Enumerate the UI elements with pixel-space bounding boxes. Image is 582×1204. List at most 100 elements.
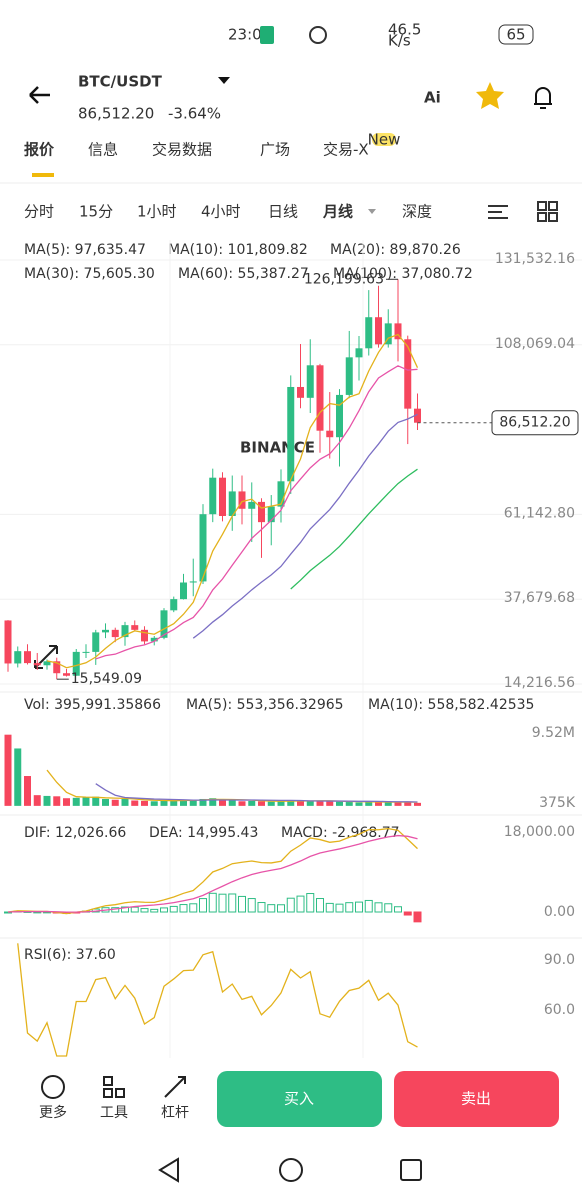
macd-bar [189,903,198,913]
macd-bar [394,906,402,913]
candle-body [365,317,373,349]
tab[interactable]: 广场 [260,141,290,159]
candle-body [150,637,158,642]
badge [372,133,396,146]
eye-icon [309,26,327,44]
candle-body [189,581,197,583]
action-label[interactable]: 工具 [100,1105,128,1121]
volume-bar [82,797,90,806]
dif-line [7,827,418,915]
volume-bar [170,800,178,806]
macd-bar [364,899,373,913]
macd-bar [160,907,168,913]
ai-button[interactable]: Ai [424,89,441,107]
ma-label: MA(5): 97,635.47 [24,242,146,258]
net-speed: 46.5 [388,21,421,39]
action-label[interactable]: 杠杆 [161,1105,189,1121]
macd-bar [247,898,256,913]
volume-bar [287,800,295,806]
volume-ma [95,783,418,803]
tab-underline [32,173,54,177]
volume-bar [277,801,285,806]
ma-label: MA(60): 55,387.27 [178,266,309,282]
interval-dropdown[interactable] [368,209,376,214]
favorite-star[interactable] [476,82,504,109]
ma-line [192,413,418,639]
candle-body [258,501,265,523]
interval[interactable]: 深度 [402,203,432,221]
macd-bar [257,902,266,913]
volume-tick-label: 9.52M [532,725,575,741]
sell-label: 卖出 [461,1090,491,1108]
macd-bar [286,897,295,913]
candle-body [33,663,41,666]
interval[interactable]: 分时 [24,203,54,221]
action-label[interactable]: 更多 [39,1104,67,1121]
nav-back[interactable] [158,1157,179,1183]
volume-bar [238,801,246,806]
candle-body [43,661,51,666]
bell-icon[interactable] [534,87,552,109]
volume-bar [33,795,41,806]
battery [498,24,534,45]
volume-bar [219,799,226,806]
leverage-icon[interactable] [164,1076,186,1098]
macd-label: DIF: 12,026.66 [24,825,126,841]
tab[interactable]: 交易-X [323,141,369,159]
nav-home[interactable] [279,1158,303,1182]
candle-body [92,632,100,652]
nav-recent[interactable] [400,1159,422,1181]
candle-body [131,625,139,630]
volume-bar [365,801,373,806]
candle-body [4,620,12,664]
tab[interactable]: 信息 [88,141,118,159]
volume-bar [306,801,314,806]
volume-label: Vol: 395,991.35866 [24,697,161,713]
macd-tick-label: 0.00 [544,904,575,920]
more-icon[interactable] [41,1075,65,1099]
tools-icon[interactable] [103,1076,125,1098]
volume-bar [375,802,382,806]
interval[interactable]: 月线 [322,203,353,221]
candle-body [141,629,148,642]
macd-bar [296,895,305,913]
low-label: 15,549.09 [71,671,142,687]
tab[interactable]: 交易数据 [152,141,212,159]
candle-body [248,501,256,509]
interval[interactable]: 4小时 [201,203,241,221]
candle-body [63,673,70,676]
buy-button[interactable] [217,1071,382,1127]
interval[interactable]: 15分 [79,203,113,221]
sell-button[interactable] [394,1071,559,1127]
pair-dropdown[interactable] [218,77,230,84]
volume-bar [4,734,12,806]
y-tick-label: 61,142.80 [504,505,575,521]
back-button[interactable] [29,86,50,104]
volume-bar [180,799,187,806]
volume-bar [150,801,158,806]
interval[interactable]: 日线 [268,203,298,221]
volume-bar [248,800,256,806]
candle-body [404,339,412,409]
volume-label: MA(5): 553,356.32965 [186,697,344,713]
macd-bar [345,902,354,913]
candle-body [336,394,343,438]
pair[interactable]: BTC/USDT [78,73,163,91]
volume-bar [63,798,70,806]
volume-bar [336,801,343,806]
candle-body [53,661,61,674]
candle-body [170,599,178,611]
bottom-bar: 买入 卖出 [41,1071,559,1127]
interval[interactable]: 1小时 [137,203,177,221]
settings-icon[interactable] [488,205,508,219]
y-tick-label: 108,069.04 [495,336,575,352]
tab[interactable]: 报价 [24,141,55,159]
candle-body [375,317,382,345]
ma-line [290,468,418,590]
high-label: 126,199.63 [304,271,384,287]
layout-icon[interactable] [537,201,558,222]
candle-body [160,610,168,638]
volume-bar [326,801,334,806]
candle-body [326,430,334,438]
macd-bar [403,911,412,916]
